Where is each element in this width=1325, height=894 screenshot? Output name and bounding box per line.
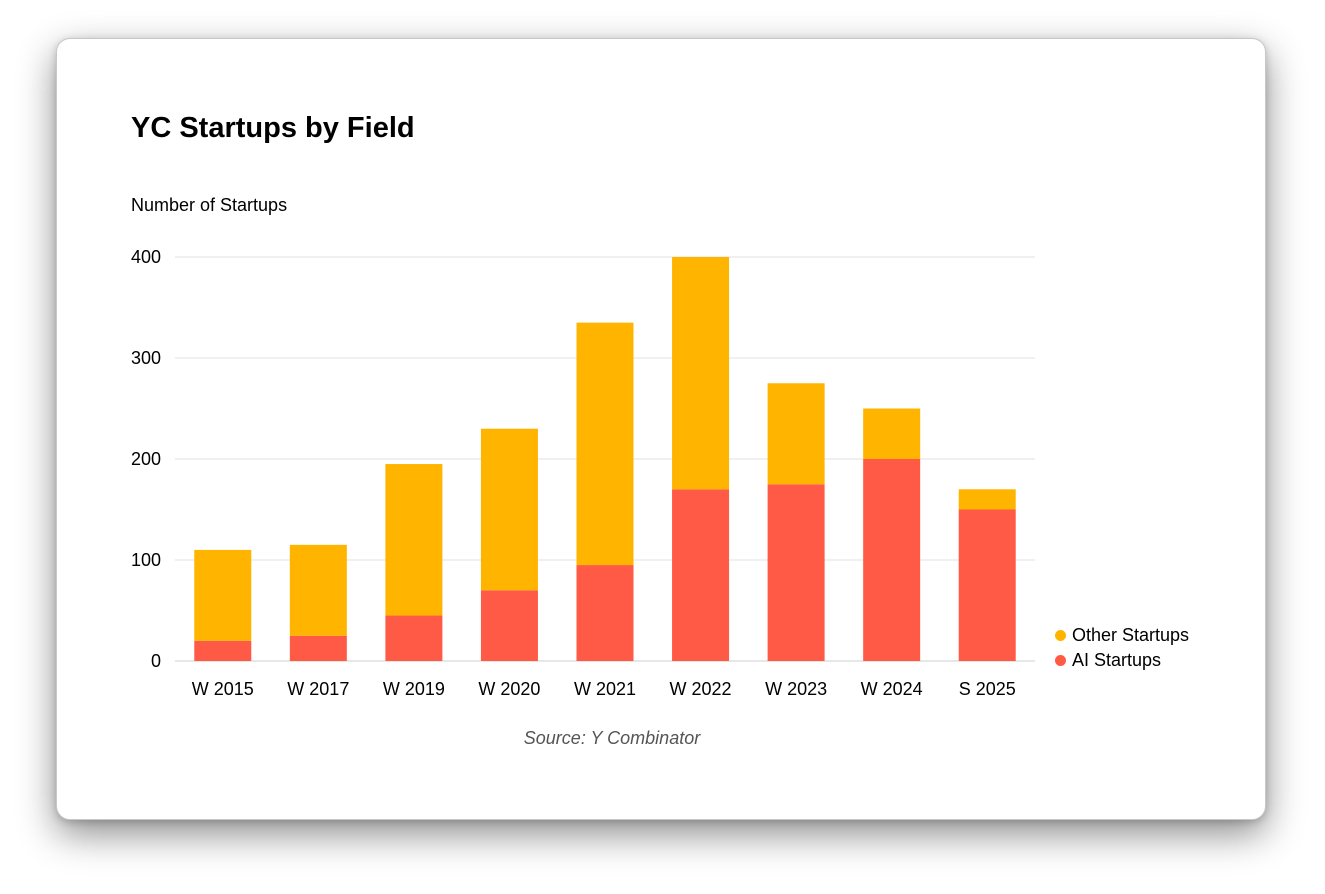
- bar-ai-w-2020: [480, 590, 538, 661]
- bar-ai-w-2023: [767, 484, 825, 661]
- x-tick-label-s-2025: S 2025: [959, 679, 1016, 699]
- y-axis-title: Number of Startups: [131, 195, 288, 215]
- bar-ai-w-2019: [385, 615, 443, 661]
- legend-swatch-other: [1055, 630, 1066, 641]
- legend-item-ai[interactable]: AI Startups: [1055, 648, 1189, 673]
- chart-plot-area: 0 100 200 300 400 W 2015 W 2017 W 2019 W 2020 W 2…: [131, 247, 1035, 699]
- y-tick-label-200: 200: [131, 449, 161, 469]
- bar-other-s-2025: [958, 489, 1016, 510]
- legend-label-ai: AI Startups: [1072, 650, 1162, 670]
- chart-card: YC Startups by Field Number of Startups …: [56, 38, 1266, 820]
- y-tick-label-100: 100: [131, 550, 161, 570]
- bar-ai-w-2022: [672, 489, 730, 661]
- bar-ai-w-2024: [863, 459, 921, 661]
- bar-other-w-2021: [576, 322, 634, 566]
- x-tick-label-w-2022: W 2022: [670, 679, 732, 699]
- x-tick-label-w-2015: W 2015: [192, 679, 254, 699]
- bar-other-w-2017: [289, 544, 347, 636]
- x-tick-label-w-2023: W 2023: [765, 679, 827, 699]
- legend: Other Startups AI Startups: [1055, 623, 1189, 673]
- bar-other-w-2023: [767, 383, 825, 485]
- bar-other-w-2022: [672, 257, 730, 490]
- bar-other-w-2020: [480, 428, 538, 591]
- bar-other-w-2024: [863, 408, 921, 459]
- x-tick-label-w-2017: W 2017: [287, 679, 349, 699]
- source-text: Source: Y Combinator: [523, 728, 701, 748]
- x-tick-label-w-2019: W 2019: [383, 679, 445, 699]
- chart-title: YC Startups by Field: [131, 112, 415, 144]
- x-tick-label-w-2020: W 2020: [478, 679, 540, 699]
- y-tick-label-300: 300: [131, 348, 161, 368]
- bar-ai-w-2021: [576, 565, 634, 661]
- x-tick-label-w-2024: W 2024: [861, 679, 923, 699]
- legend-item-other[interactable]: Other Startups: [1055, 623, 1189, 648]
- y-tick-label-0: 0: [151, 651, 161, 671]
- x-tick-label-w-2021: W 2021: [574, 679, 636, 699]
- source-note: Source: Y Combinator: [57, 728, 1267, 749]
- bar-ai-w-2017: [289, 635, 347, 661]
- legend-swatch-ai: [1055, 655, 1066, 666]
- y-tick-label-400: 400: [131, 247, 161, 267]
- bar-other-w-2019: [385, 464, 443, 616]
- bar-ai-w-2015: [194, 640, 252, 661]
- legend-label-other: Other Startups: [1072, 625, 1190, 645]
- bar-other-w-2015: [194, 549, 252, 641]
- bar-ai-s-2025: [958, 509, 1016, 661]
